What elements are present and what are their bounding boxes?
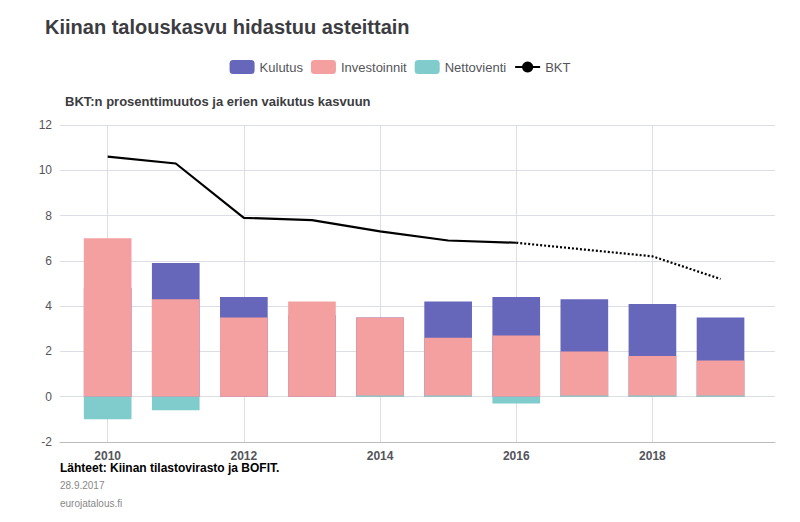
svg-text:2010: 2010 — [94, 449, 121, 463]
svg-text:2012: 2012 — [231, 449, 258, 463]
svg-text:Kiinan talouskasvu hidastuu as: Kiinan talouskasvu hidastuu asteittain — [45, 16, 410, 38]
svg-text:28.9.2017: 28.9.2017 — [60, 480, 105, 491]
svg-text:12: 12 — [39, 118, 53, 132]
svg-text:BKT:n prosenttimuutos ja erien: BKT:n prosenttimuutos ja erien vaikutus … — [65, 94, 371, 109]
svg-text:eurojatalous.fi: eurojatalous.fi — [60, 498, 122, 509]
svg-text:2: 2 — [45, 344, 52, 358]
svg-text:2018: 2018 — [639, 449, 666, 463]
svg-text:10: 10 — [39, 163, 53, 177]
svg-text:Kulutus: Kulutus — [260, 60, 304, 75]
svg-text:2014: 2014 — [367, 449, 394, 463]
svg-text:4: 4 — [45, 299, 52, 313]
svg-text:Investoinnit: Investoinnit — [341, 60, 407, 75]
svg-text:8: 8 — [45, 209, 52, 223]
svg-text:2016: 2016 — [503, 449, 530, 463]
svg-text:Lähteet: Kiinan tilastovirasto: Lähteet: Kiinan tilastovirasto ja BOFIT. — [60, 461, 279, 475]
svg-text:BKT: BKT — [545, 60, 570, 75]
svg-text:-2: -2 — [41, 435, 52, 449]
svg-text:0: 0 — [45, 390, 52, 404]
svg-text:Nettovienti: Nettovienti — [445, 60, 507, 75]
svg-text:6: 6 — [45, 254, 52, 268]
